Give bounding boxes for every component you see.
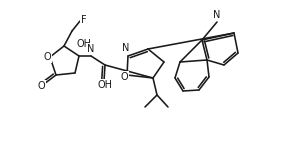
- Text: O: O: [120, 72, 128, 82]
- Text: N: N: [122, 43, 130, 53]
- Text: OH: OH: [77, 39, 92, 49]
- Text: O: O: [37, 81, 45, 91]
- Text: N: N: [213, 10, 221, 20]
- Text: N: N: [87, 44, 95, 54]
- Text: O: O: [43, 52, 51, 62]
- Text: F: F: [81, 15, 87, 25]
- Text: OH: OH: [98, 80, 112, 90]
